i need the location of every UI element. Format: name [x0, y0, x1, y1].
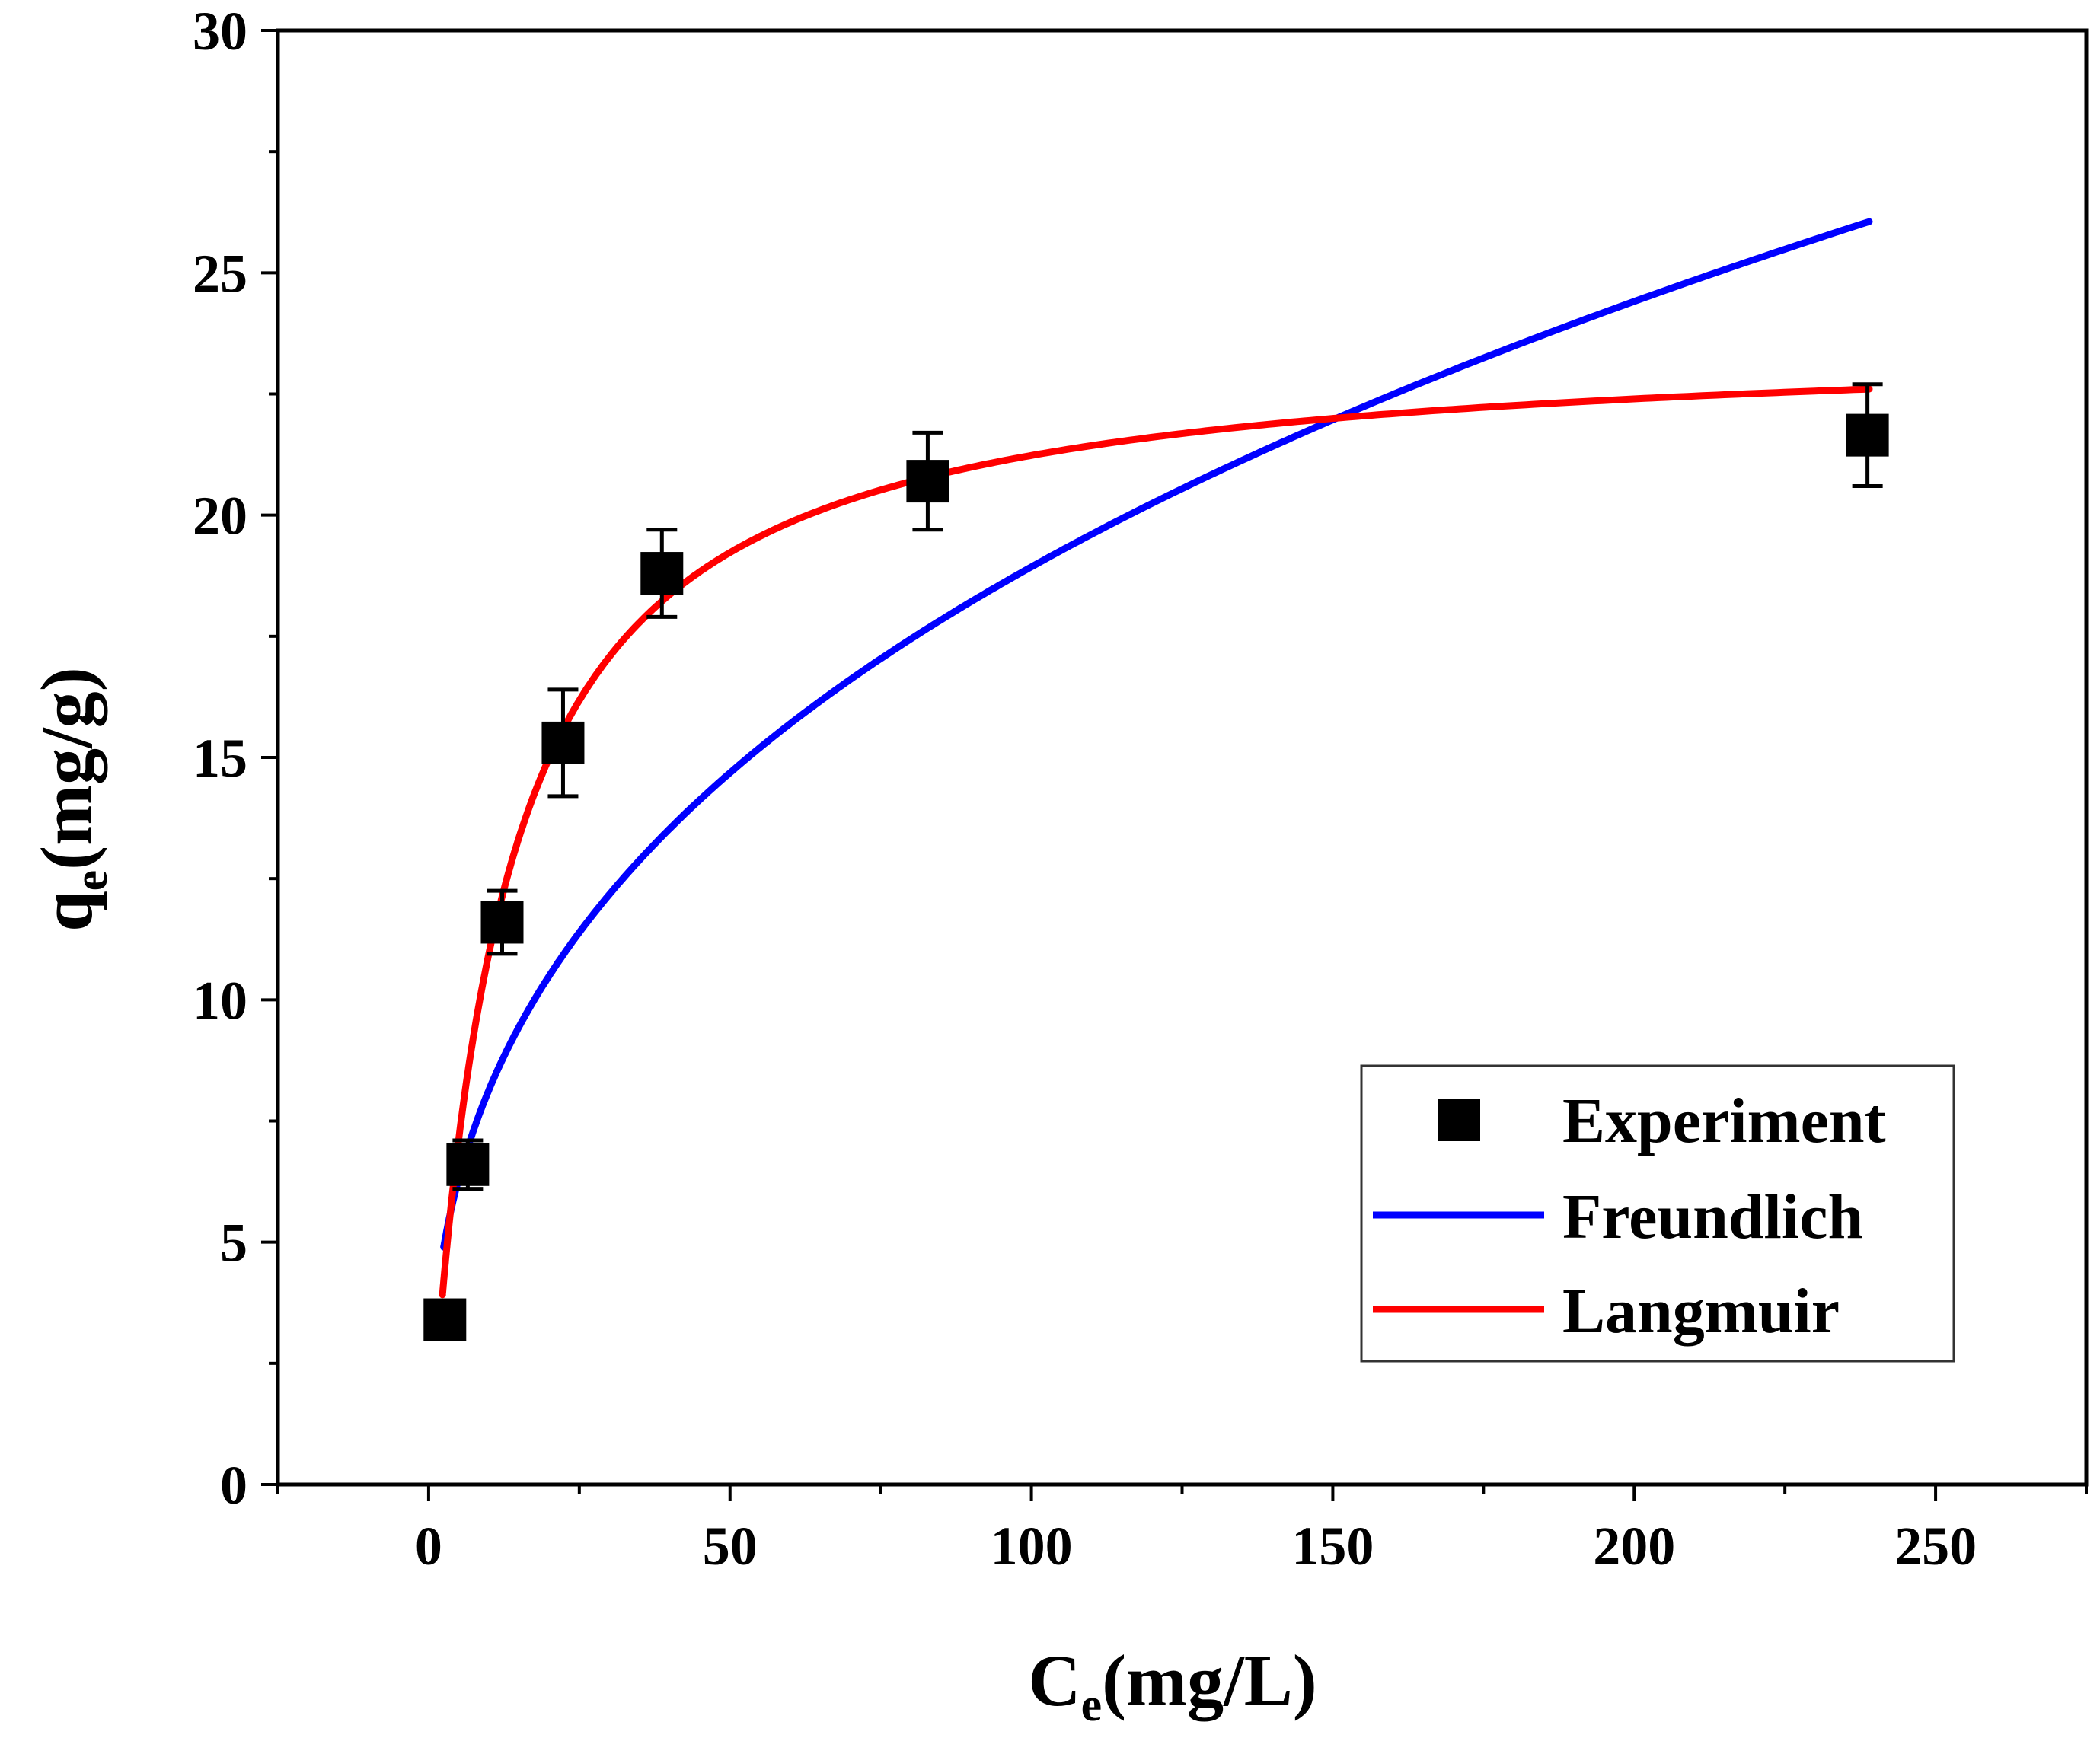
- point-marker: [541, 721, 585, 764]
- x-tick-label: 100: [991, 1516, 1073, 1577]
- legend-experiment-label: Experiment: [1562, 1086, 1886, 1156]
- y-axis: 0 5 10 15 20 25 30: [193, 1, 278, 1516]
- y-tick-label: 20: [193, 486, 247, 547]
- point-marker: [906, 460, 949, 503]
- point-marker: [423, 1298, 467, 1341]
- data-point: [1846, 382, 1889, 488]
- x-tick-label: 50: [703, 1516, 758, 1577]
- data-point: [906, 430, 949, 532]
- point-marker: [480, 901, 524, 944]
- freundlich-curve: [440, 218, 1873, 1251]
- y-tick-label: 25: [193, 243, 247, 304]
- x-tick-label: 0: [415, 1516, 442, 1577]
- y-tick-label: 10: [193, 970, 247, 1031]
- point-marker: [640, 552, 684, 595]
- data-point: [423, 1298, 467, 1341]
- y-axis-title: qe(mg/g): [26, 667, 117, 932]
- data-point: [541, 687, 585, 799]
- data-point: [640, 528, 684, 619]
- experiment-points: [423, 382, 1889, 1341]
- data-point: [480, 888, 524, 956]
- fit-curves: [439, 218, 1873, 1299]
- x-axis: 0 50 100 150 200 250: [276, 1484, 2088, 1577]
- x-tick-label: 200: [1593, 1516, 1675, 1577]
- langmuir-curve: [439, 385, 1873, 1299]
- legend-langmuir-label: Langmuir: [1562, 1276, 1840, 1347]
- y-tick-label: 0: [220, 1455, 247, 1516]
- data-point: [446, 1138, 490, 1191]
- legend-freundlich-label: Freundlich: [1562, 1182, 1863, 1252]
- x-axis-title: Ce(mg/L): [1028, 1640, 1316, 1731]
- point-marker: [446, 1143, 490, 1186]
- x-tick-label: 250: [1894, 1516, 1977, 1577]
- y-tick-label: 5: [220, 1213, 247, 1274]
- legend-experiment-marker: [1438, 1099, 1480, 1141]
- legend: Experiment Freundlich Langmuir: [1360, 1064, 1955, 1363]
- x-tick-label: 150: [1291, 1516, 1374, 1577]
- y-tick-label: 15: [193, 728, 247, 789]
- point-marker: [1846, 413, 1889, 457]
- y-tick-label: 30: [193, 1, 247, 62]
